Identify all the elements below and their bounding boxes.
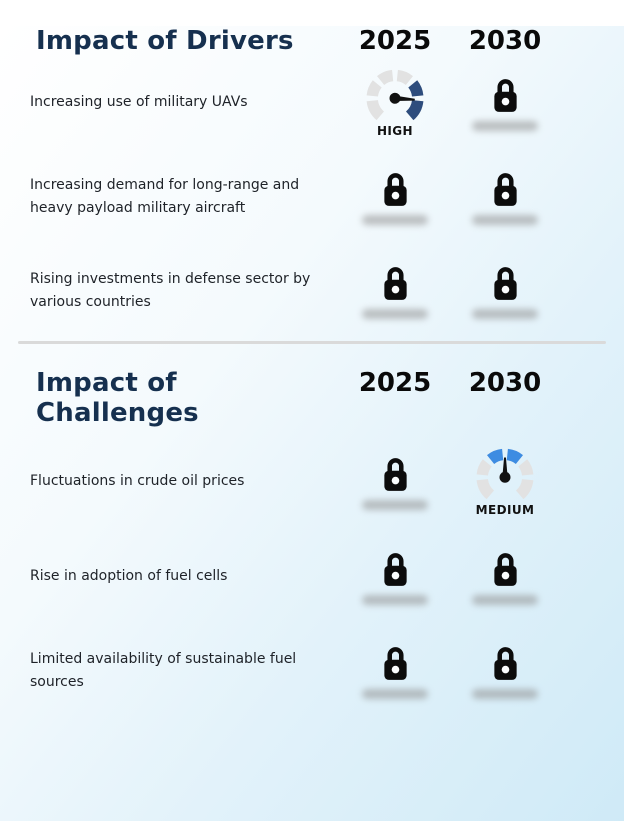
redacted-text [362, 594, 428, 605]
year-column-2030: 2030 [468, 368, 542, 398]
row-label: Increasing demand for long-range and hea… [30, 176, 300, 216]
infographic-page: Impact of Drivers 2025 2030 Increasing u… [0, 26, 624, 821]
redacted-text [472, 594, 538, 605]
impact-cell-2025: HIGH [340, 69, 450, 138]
challenges-header: Impact of Challenges 2025 2030 [0, 368, 624, 428]
row-label: Rising investments in defense sector by … [30, 270, 311, 310]
impact-cell-2030: MEDIUM [450, 448, 560, 517]
table-row: Rising investments in defense sector by … [0, 244, 624, 338]
redacted-text [362, 499, 428, 510]
lock-icon [472, 550, 538, 605]
table-row: Limited availability of sustainable fuel… [0, 624, 624, 718]
redacted-text [472, 308, 538, 319]
gauge-medium-icon: MEDIUM [473, 448, 537, 517]
year-column-2030: 2030 [468, 26, 542, 56]
impact-cell-2025 [340, 644, 450, 699]
redacted-text [362, 214, 428, 225]
impact-cell-2030 [450, 550, 560, 605]
page-title: Impact of Drivers [36, 26, 294, 56]
year-column-2025: 2025 [358, 368, 432, 398]
lock-icon [472, 264, 538, 319]
impact-cell-2030 [450, 76, 560, 131]
page-title: Impact of Challenges [36, 368, 199, 428]
lock-icon [362, 455, 428, 510]
row-label: Fluctuations in crude oil prices [30, 473, 245, 490]
lock-icon [472, 644, 538, 699]
impact-cell-2030 [450, 264, 560, 319]
table-row: Increasing use of military UAVs HIGH [0, 56, 624, 150]
lock-icon [472, 76, 538, 131]
impact-cell-2025 [340, 170, 450, 225]
impact-cell-2030 [450, 644, 560, 699]
redacted-text [472, 120, 538, 131]
table-row: Increasing demand for long-range and hea… [0, 150, 624, 244]
impact-cell-2025 [340, 264, 450, 319]
row-label: Limited availability of sustainable fuel… [30, 650, 297, 690]
lock-icon [472, 170, 538, 225]
gauge-label: HIGH [376, 123, 413, 138]
impact-cell-2025 [340, 550, 450, 605]
table-row: Rise in adoption of fuel cells [0, 530, 624, 624]
year-column-2025: 2025 [358, 26, 432, 56]
row-label: Rise in adoption of fuel cells [30, 568, 228, 585]
redacted-text [472, 688, 538, 699]
lock-icon [362, 550, 428, 605]
lock-icon [362, 644, 428, 699]
section-divider [18, 341, 606, 344]
lock-icon [362, 170, 428, 225]
table-row: Fluctuations in crude oil prices MEDIUM [0, 434, 624, 530]
gauge-label: MEDIUM [475, 502, 535, 517]
impact-cell-2030 [450, 170, 560, 225]
impact-cell-2025 [340, 455, 450, 510]
gauge-high-icon: HIGH [363, 69, 427, 138]
redacted-text [362, 308, 428, 319]
drivers-header: Impact of Drivers 2025 2030 [0, 26, 624, 56]
row-label: Increasing use of military UAVs [30, 94, 248, 111]
redacted-text [472, 214, 538, 225]
lock-icon [362, 264, 428, 319]
redacted-text [362, 688, 428, 699]
